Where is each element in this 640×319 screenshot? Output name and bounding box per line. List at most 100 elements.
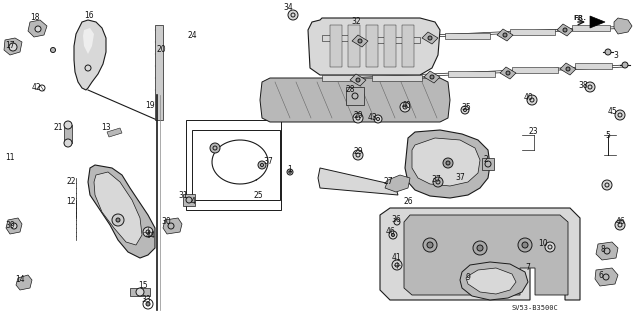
Text: 37: 37 [263, 158, 273, 167]
Circle shape [210, 143, 220, 153]
Text: 29: 29 [353, 110, 363, 120]
Polygon shape [596, 242, 618, 260]
Circle shape [356, 78, 360, 82]
Text: 27: 27 [383, 177, 393, 187]
Polygon shape [350, 74, 366, 86]
Polygon shape [424, 71, 440, 83]
Polygon shape [590, 16, 605, 28]
Text: 4: 4 [191, 197, 195, 206]
Text: 14: 14 [15, 275, 25, 284]
Text: 8: 8 [600, 244, 605, 254]
Polygon shape [385, 175, 410, 192]
Text: 28: 28 [345, 85, 355, 93]
Polygon shape [404, 215, 568, 295]
Text: 35: 35 [461, 102, 471, 112]
Text: 33: 33 [141, 294, 151, 303]
Text: 39: 39 [5, 220, 15, 229]
Circle shape [605, 49, 611, 55]
Circle shape [563, 28, 567, 32]
Polygon shape [94, 172, 142, 245]
Polygon shape [4, 38, 22, 55]
Polygon shape [163, 218, 182, 234]
Text: 21: 21 [53, 122, 63, 131]
Text: 36: 36 [391, 214, 401, 224]
Circle shape [64, 121, 72, 129]
Text: 17: 17 [5, 41, 15, 49]
Text: 29: 29 [353, 147, 363, 157]
Text: 15: 15 [138, 280, 148, 290]
Polygon shape [405, 130, 490, 198]
Circle shape [288, 10, 298, 20]
Polygon shape [318, 168, 398, 195]
Circle shape [443, 158, 453, 168]
Polygon shape [460, 262, 528, 300]
Circle shape [51, 48, 56, 53]
Text: 40: 40 [401, 100, 411, 109]
Circle shape [358, 39, 362, 43]
Circle shape [374, 115, 382, 123]
Bar [384, 25, 396, 67]
Circle shape [522, 242, 528, 248]
Polygon shape [107, 128, 122, 137]
Circle shape [477, 245, 483, 251]
Text: 10: 10 [538, 240, 548, 249]
Polygon shape [380, 208, 580, 300]
Text: 2: 2 [484, 155, 488, 165]
Bar [370, 37, 420, 43]
Bar [448, 71, 495, 77]
Text: 30: 30 [161, 218, 171, 226]
Text: 11: 11 [5, 153, 15, 162]
Circle shape [473, 241, 487, 255]
Circle shape [423, 238, 437, 252]
Circle shape [503, 33, 507, 37]
Text: 34: 34 [283, 3, 293, 11]
Text: 26: 26 [403, 197, 413, 206]
Polygon shape [16, 275, 32, 290]
Bar [155, 25, 163, 120]
Circle shape [9, 43, 17, 51]
Circle shape [392, 260, 402, 270]
Text: 18: 18 [30, 13, 40, 23]
Circle shape [527, 95, 537, 105]
Circle shape [545, 242, 555, 252]
Bar [186, 120, 281, 210]
Text: 40: 40 [523, 93, 533, 101]
Circle shape [430, 75, 434, 79]
Circle shape [427, 242, 433, 248]
Bar [130, 288, 150, 296]
Polygon shape [352, 35, 368, 47]
Text: 43: 43 [368, 113, 378, 122]
Text: 22: 22 [67, 177, 76, 187]
Circle shape [287, 169, 293, 175]
Circle shape [602, 180, 612, 190]
Polygon shape [88, 165, 155, 258]
Text: 13: 13 [101, 122, 111, 131]
Polygon shape [422, 32, 438, 44]
Text: FR.: FR. [573, 15, 586, 21]
Polygon shape [6, 218, 22, 234]
Circle shape [615, 110, 625, 120]
Circle shape [566, 67, 570, 71]
Bar [183, 194, 195, 206]
Circle shape [353, 113, 363, 123]
Circle shape [392, 234, 394, 236]
Circle shape [433, 177, 443, 187]
Text: 25: 25 [253, 190, 263, 199]
Bar [64, 125, 72, 143]
Text: 44: 44 [145, 231, 155, 240]
Circle shape [446, 161, 450, 165]
Bar [192, 130, 280, 200]
Bar [372, 75, 422, 81]
Text: 38: 38 [578, 80, 588, 90]
Text: 3: 3 [614, 50, 618, 60]
Polygon shape [308, 18, 440, 75]
Polygon shape [497, 29, 513, 41]
Text: 45: 45 [608, 108, 618, 116]
Text: 12: 12 [67, 197, 76, 206]
Circle shape [622, 62, 628, 68]
Bar [510, 29, 555, 35]
Text: 9: 9 [465, 272, 470, 281]
Text: 24: 24 [187, 31, 197, 40]
Bar [348, 25, 360, 67]
Circle shape [461, 106, 469, 114]
